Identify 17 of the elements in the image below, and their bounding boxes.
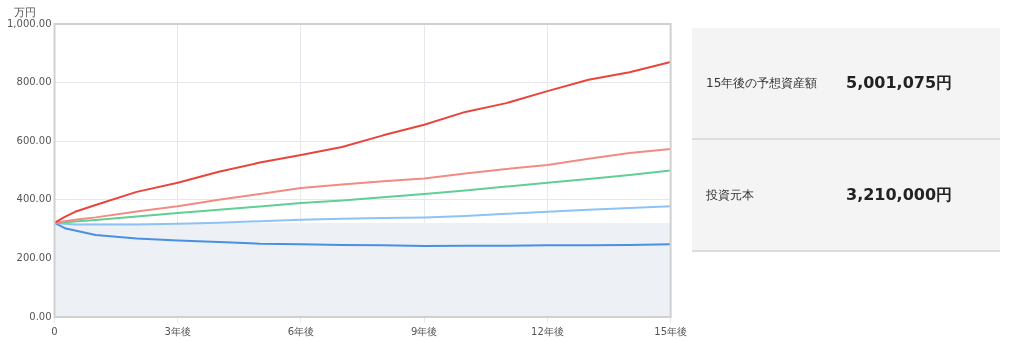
x-tick-label: 6年後	[287, 325, 315, 337]
y-tick-label: 1,000.00	[7, 17, 52, 29]
text: 投資元本	[705, 186, 755, 204]
text: 15年後の予想資産額	[705, 74, 819, 92]
text: 5,001,075円	[846, 72, 953, 94]
x-tick-label: 9年後	[411, 325, 438, 337]
y-tick-label: 0.00	[29, 310, 52, 322]
y-tick-label: 800.00	[16, 76, 52, 88]
x-tick-label: 15年後	[654, 325, 687, 337]
x-tick-label: 3年後	[164, 325, 191, 337]
y-axis-title: 万円	[13, 6, 36, 19]
y-tick-label: 600.00	[16, 134, 52, 146]
x-tick-label: 12年後	[531, 325, 564, 337]
y-tick-label: 400.00	[16, 193, 52, 205]
y-tick-label: 200.00	[16, 251, 52, 263]
text: 3,210,000円	[846, 184, 953, 206]
x-tick-label: 0	[51, 325, 58, 337]
